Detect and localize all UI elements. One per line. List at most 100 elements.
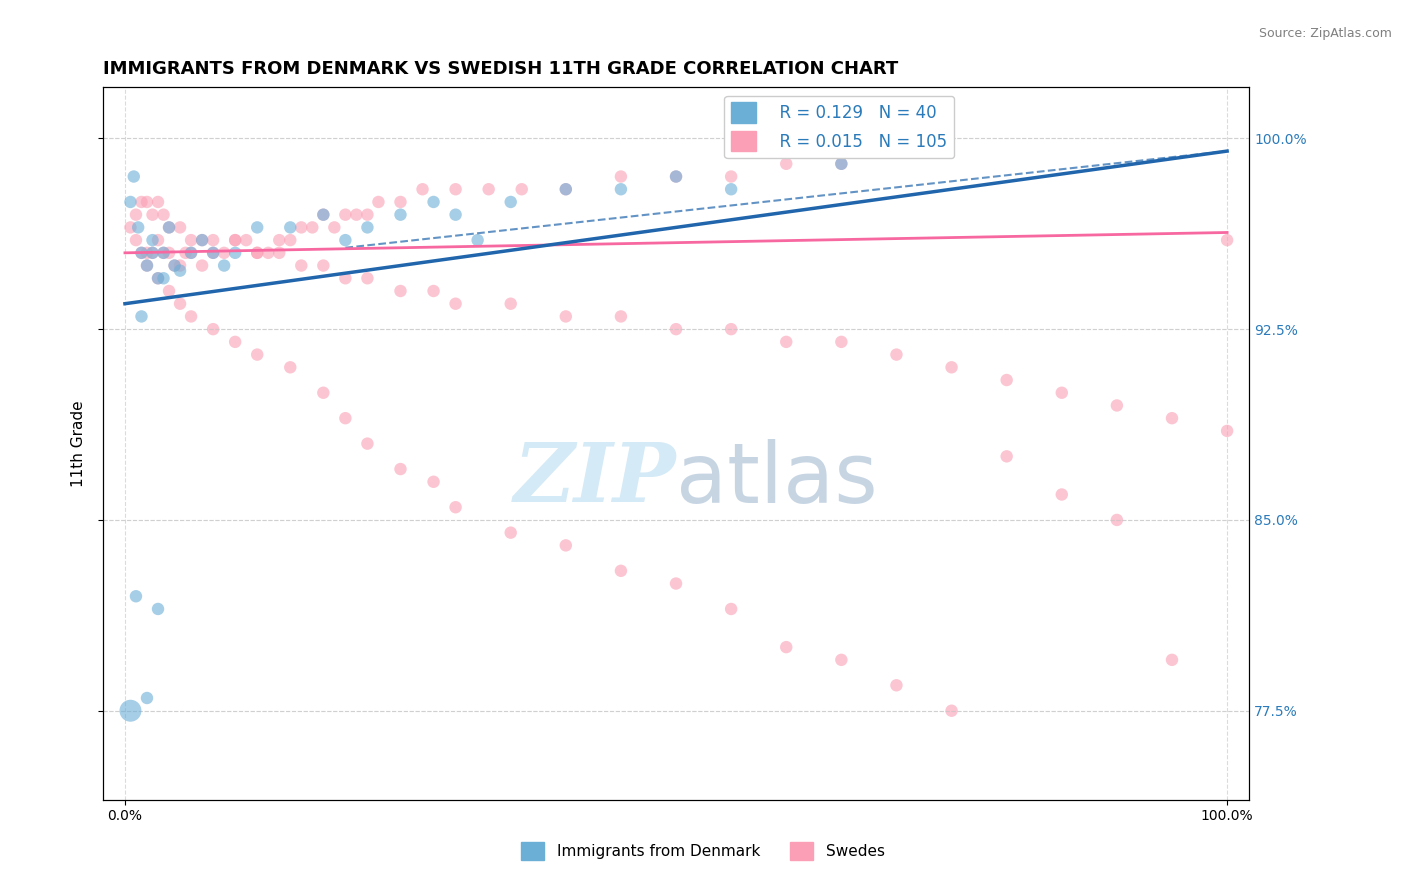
Point (120, 220, 142, 235)
Point (152, 208, 174, 222)
Point (312, 259, 335, 273)
Point (163, 259, 186, 273)
Point (356, 271, 378, 285)
Point (146, 233, 169, 247)
Legend: Immigrants from Denmark, Swedes: Immigrants from Denmark, Swedes (515, 836, 891, 866)
Point (830, 334, 852, 349)
Point (131, 194, 153, 209)
Point (269, 245, 291, 260)
Point (141, 208, 163, 222)
Point (174, 245, 197, 260)
Point (246, 348, 269, 362)
Point (312, 208, 335, 222)
Point (136, 259, 159, 273)
Point (886, 678, 908, 692)
Point (775, 157, 797, 171)
Point (152, 245, 174, 260)
Point (665, 322, 688, 336)
Point (169, 259, 191, 273)
Point (246, 245, 269, 260)
Point (191, 233, 214, 247)
Point (136, 691, 159, 706)
Point (554, 538, 576, 552)
Point (180, 233, 202, 247)
Point (202, 322, 225, 336)
Point (224, 245, 246, 260)
Legend:   R = 0.129   N = 40,   R = 0.015   N = 105: R = 0.129 N = 40, R = 0.015 N = 105 (724, 95, 955, 158)
Point (157, 220, 180, 235)
Point (180, 245, 202, 260)
Point (125, 233, 148, 247)
Point (120, 194, 142, 209)
Point (941, 360, 963, 375)
Point (125, 208, 148, 222)
Point (152, 245, 174, 260)
Point (478, 182, 501, 196)
Point (995, 450, 1018, 464)
Point (169, 296, 191, 310)
Point (290, 220, 312, 235)
Point (269, 233, 291, 247)
Point (1161, 653, 1184, 667)
Point (1216, 233, 1239, 247)
Point (127, 220, 149, 235)
Point (554, 310, 576, 324)
Point (278, 233, 301, 247)
Point (335, 271, 357, 285)
Point (169, 220, 191, 235)
Point (344, 208, 367, 222)
Point (224, 233, 246, 247)
Point (1050, 487, 1073, 501)
Point (122, 169, 145, 184)
Point (180, 310, 202, 324)
Point (157, 284, 180, 298)
Point (422, 284, 444, 298)
Point (389, 194, 412, 209)
Point (389, 284, 412, 298)
Point (830, 157, 852, 171)
Point (367, 194, 389, 209)
Point (665, 169, 688, 184)
Point (886, 144, 908, 158)
Point (312, 208, 335, 222)
Point (224, 334, 246, 349)
Point (136, 245, 159, 260)
Point (146, 271, 169, 285)
Point (995, 373, 1018, 387)
Point (146, 602, 169, 616)
Point (131, 245, 153, 260)
Point (141, 245, 163, 260)
Point (146, 194, 169, 209)
Text: ZIP: ZIP (513, 439, 676, 519)
Point (610, 564, 633, 578)
Point (312, 385, 335, 400)
Point (278, 360, 301, 375)
Point (257, 245, 280, 260)
Point (202, 245, 225, 260)
Point (191, 233, 214, 247)
Point (246, 220, 269, 235)
Point (830, 157, 852, 171)
Point (157, 245, 180, 260)
Point (610, 310, 633, 324)
Point (202, 245, 225, 260)
Point (131, 245, 153, 260)
Point (510, 182, 533, 196)
Point (499, 194, 522, 209)
Point (720, 182, 742, 196)
Point (422, 194, 444, 209)
Point (389, 462, 412, 476)
Point (235, 233, 257, 247)
Point (886, 144, 908, 158)
Point (131, 310, 153, 324)
Point (499, 296, 522, 310)
Point (720, 602, 742, 616)
Point (356, 220, 378, 235)
Point (356, 436, 378, 450)
Point (389, 208, 412, 222)
Point (163, 259, 186, 273)
Point (444, 500, 467, 515)
Point (125, 589, 148, 603)
Point (202, 233, 225, 247)
Point (775, 334, 797, 349)
